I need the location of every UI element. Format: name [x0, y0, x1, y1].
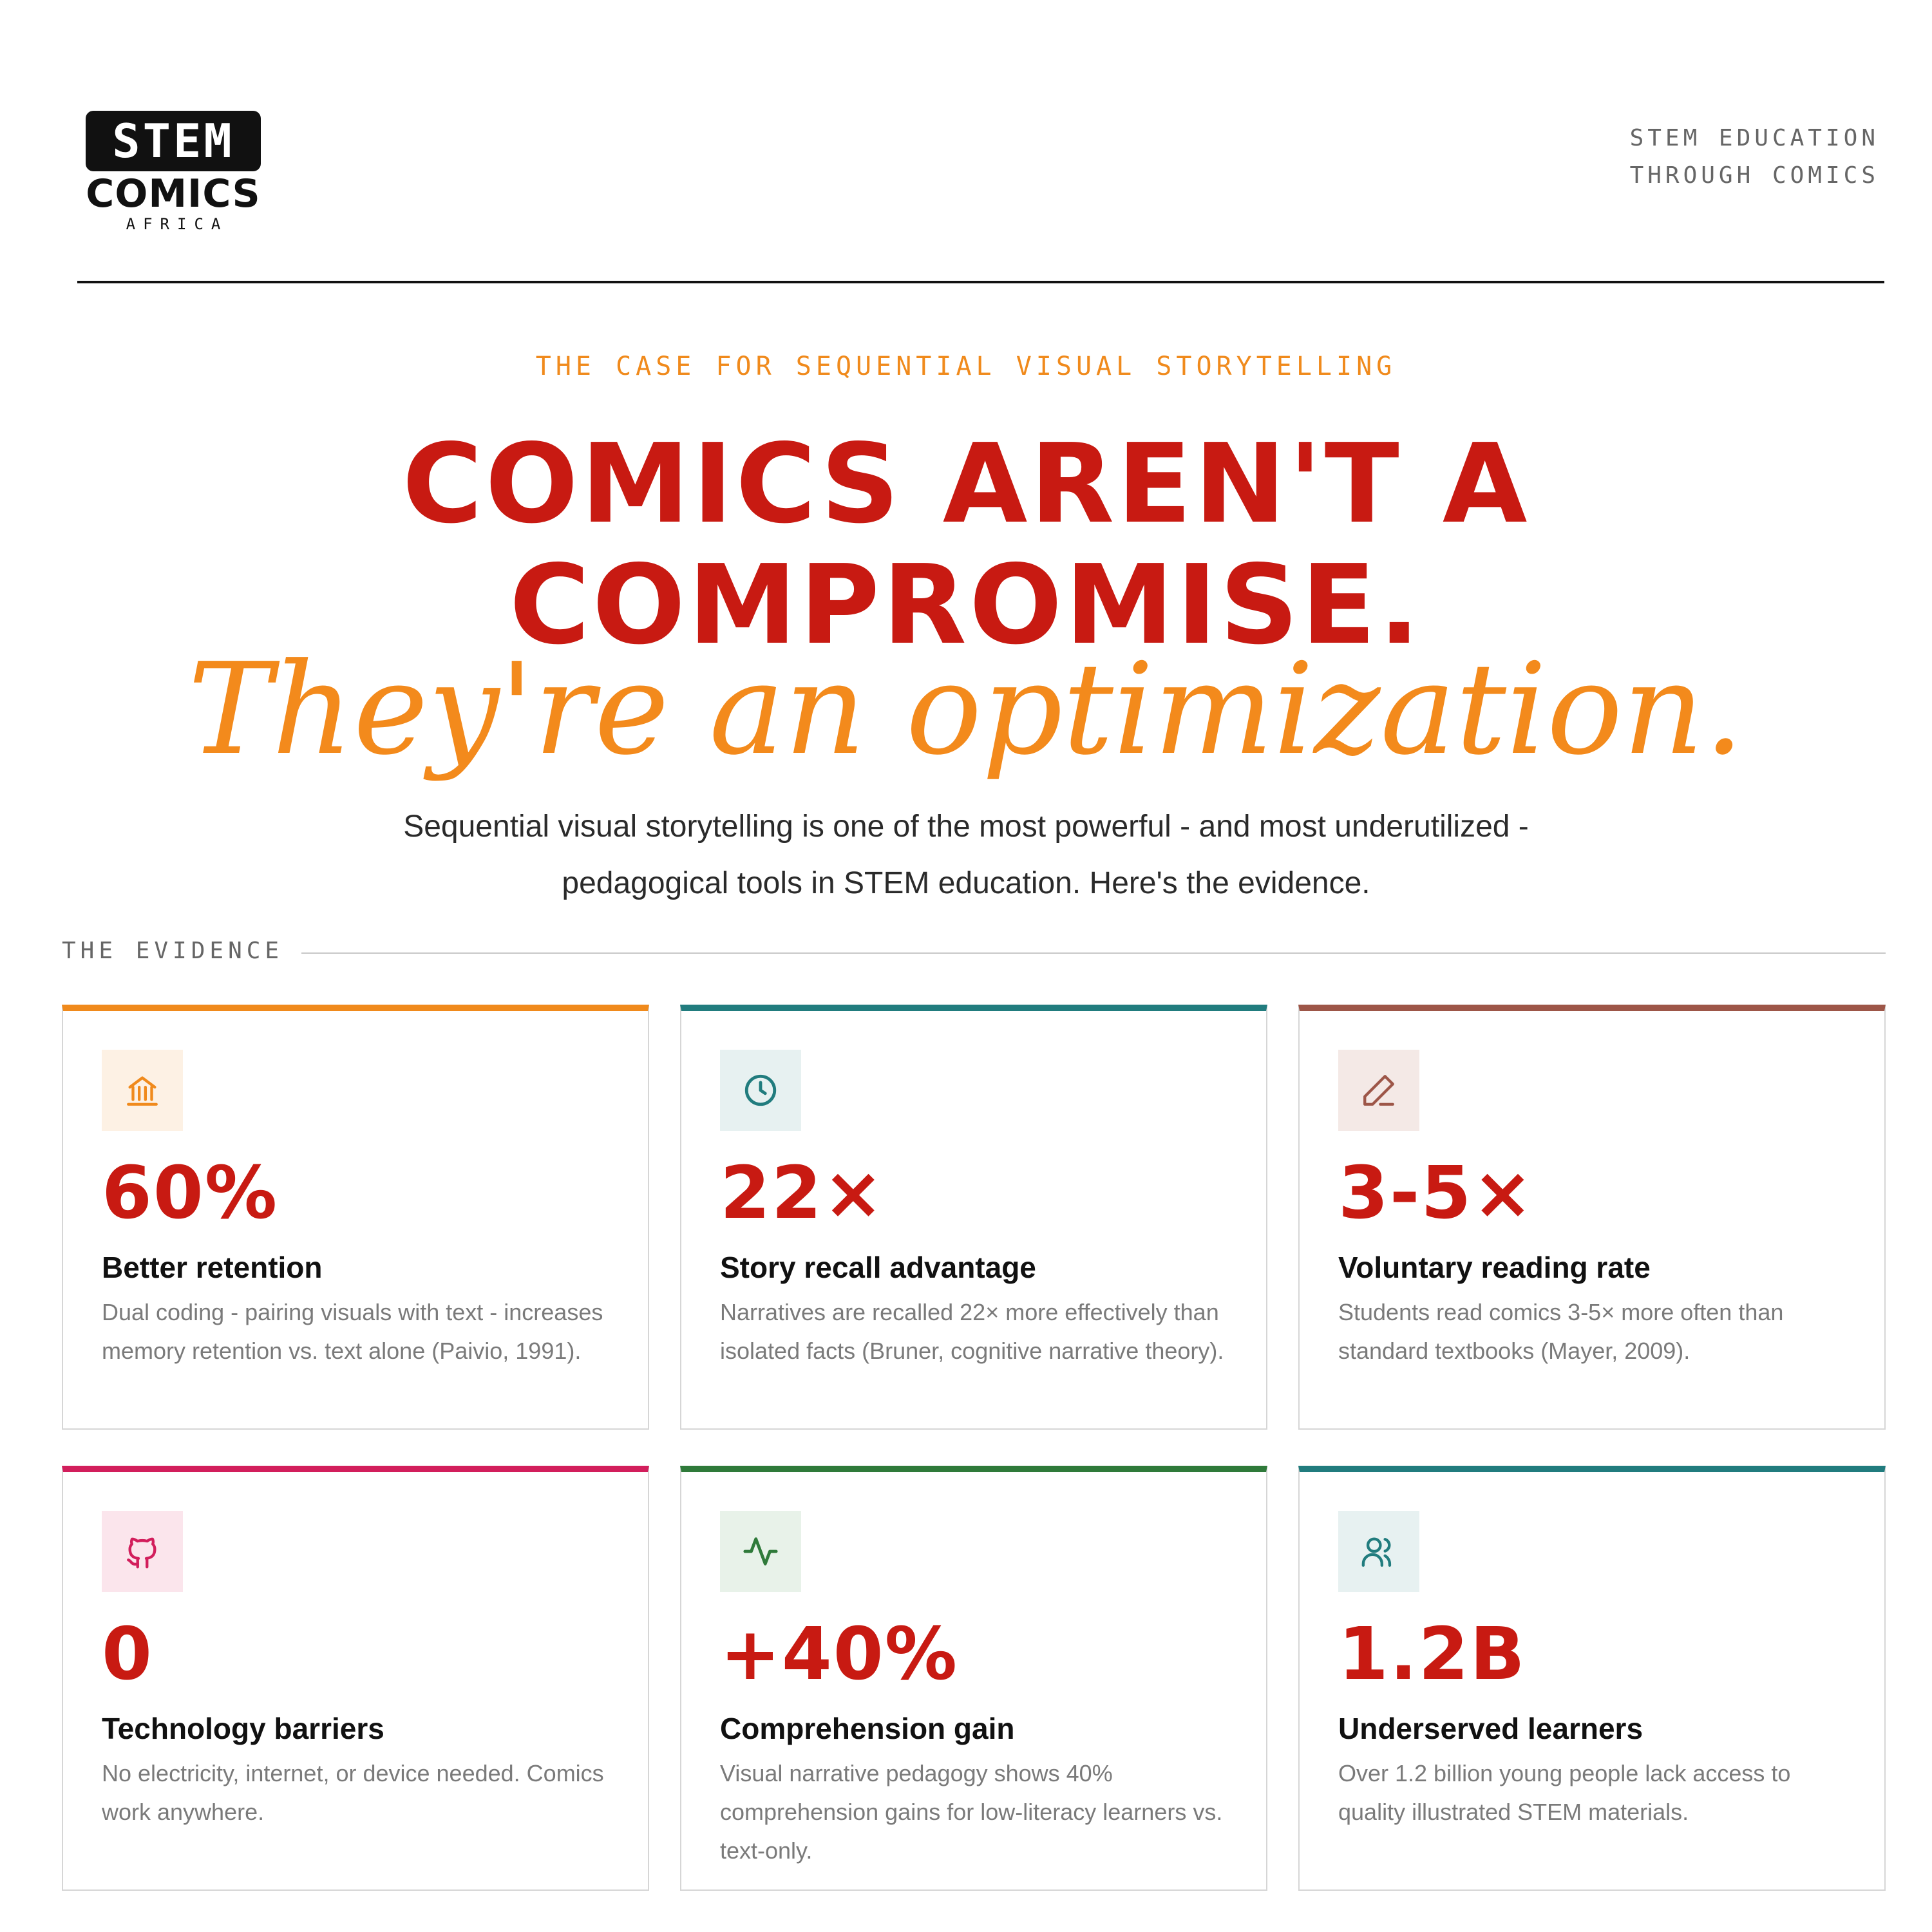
card-stat: 1.2B: [1338, 1613, 1526, 1696]
card-title: Voluntary reading rate: [1338, 1251, 1651, 1284]
evidence-card-underserved: 1.2B Underserved learners Over 1.2 billi…: [1298, 1466, 1886, 1891]
card-stat: 3-5×: [1338, 1151, 1535, 1235]
card-title: Technology barriers: [102, 1712, 384, 1745]
users-icon: [1338, 1511, 1419, 1592]
card-description: No electricity, internet, or device need…: [102, 1760, 604, 1825]
card-stat: 22×: [720, 1151, 885, 1235]
clock-icon: [720, 1050, 801, 1131]
card-stat: 60%: [102, 1151, 279, 1235]
section-divider: [301, 952, 1886, 954]
card-description: Dual coding - pairing visuals with text …: [102, 1299, 603, 1364]
evidence-card-reading-rate: 3-5× Voluntary reading rate Students rea…: [1298, 1005, 1886, 1430]
card-description: Visual narrative pedagogy shows 40% comp…: [720, 1760, 1223, 1864]
site-tagline: STEM EDUCATION THROUGH COMICS: [1630, 120, 1879, 194]
headline-line-2: COMPROMISE.: [509, 542, 1423, 669]
card-title: Comprehension gain: [720, 1712, 1015, 1745]
hero-eyebrow: THE CASE FOR SEQUENTIAL VISUAL STORYTELL…: [535, 352, 1397, 381]
evidence-card-comprehension: +40% Comprehension gain Visual narrative…: [680, 1466, 1267, 1891]
landmark-icon: [102, 1050, 183, 1131]
header-divider: [77, 281, 1884, 283]
evidence-card-story-recall: 22× Story recall advantage Narratives ar…: [680, 1005, 1267, 1430]
github-icon: [102, 1511, 183, 1592]
card-title: Story recall advantage: [720, 1251, 1036, 1284]
activity-icon: [720, 1511, 801, 1592]
card-title: Better retention: [102, 1251, 323, 1284]
logo-wordmark-comics: COMICS: [86, 171, 261, 216]
hero-lede: Sequential visual storytelling is one of…: [403, 810, 1529, 900]
logo-wordmark-stem: STEM: [86, 111, 261, 171]
card-description: Narratives are recalled 22× more effecti…: [720, 1299, 1224, 1364]
hero-script-tagline: They're an optimization.: [187, 636, 1745, 783]
evidence-card-technology-barriers: 0 Technology barriers No electricity, in…: [62, 1466, 649, 1891]
brand-logo[interactable]: STEM COMICS AFRICA: [86, 111, 261, 240]
section-label-evidence: THE EVIDENCE: [62, 938, 284, 964]
tagline-line-1: STEM EDUCATION: [1629, 125, 1879, 151]
evidence-card-retention: 60% Better retention Dual coding - pairi…: [62, 1005, 649, 1430]
card-title: Underserved learners: [1338, 1712, 1643, 1745]
pencil-icon: [1338, 1050, 1419, 1131]
tagline-line-2: THROUGH COMICS: [1629, 162, 1879, 189]
headline-line-1: COMICS AREN'T A: [402, 421, 1530, 548]
logo-wordmark-africa: AFRICA: [126, 215, 229, 233]
card-stat: +40%: [720, 1613, 958, 1696]
hero-headline: COMICS AREN'T A COMPROMISE.: [0, 424, 1932, 666]
card-description: Students read comics 3-5× more often tha…: [1338, 1299, 1784, 1364]
card-stat: 0: [102, 1613, 153, 1696]
card-description: Over 1.2 billion young people lack acces…: [1338, 1760, 1791, 1825]
